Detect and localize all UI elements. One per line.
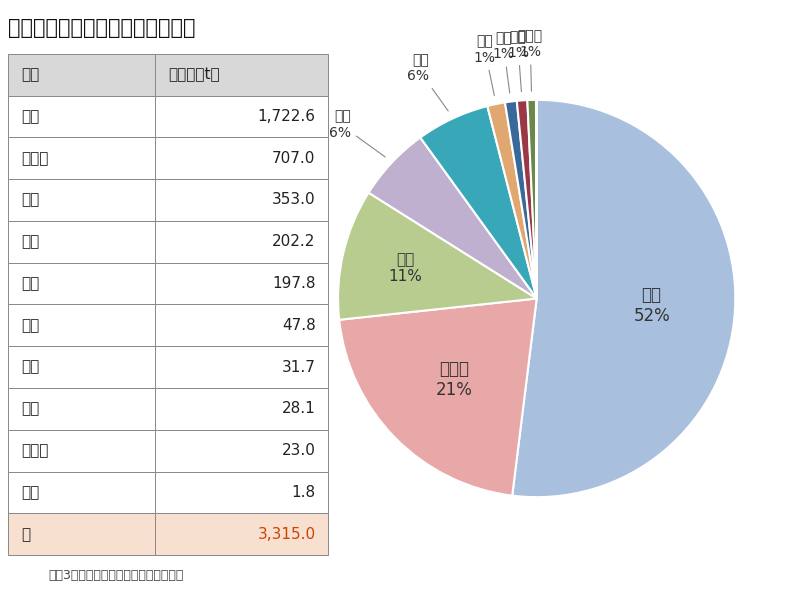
- Text: 31.7: 31.7: [282, 359, 316, 375]
- Text: 1.8: 1.8: [292, 485, 316, 500]
- Bar: [8, 388, 155, 430]
- Bar: [155, 221, 328, 263]
- Text: 大分: 大分: [21, 318, 39, 333]
- Text: 47.8: 47.8: [282, 318, 316, 333]
- Bar: [155, 472, 328, 513]
- Text: 大分
1%: 大分 1%: [473, 35, 496, 96]
- Text: 707.0: 707.0: [272, 150, 316, 166]
- Text: 産地: 産地: [21, 67, 39, 82]
- Wedge shape: [368, 137, 537, 298]
- Text: 静岡
6%: 静岡 6%: [407, 53, 449, 111]
- Bar: [155, 513, 328, 555]
- Text: 福岡: 福岡: [21, 401, 39, 417]
- Text: 熊本
11%: 熊本 11%: [388, 252, 422, 284]
- Bar: [8, 96, 155, 137]
- Wedge shape: [421, 106, 537, 298]
- Text: 福岡
1%: 福岡 1%: [507, 30, 529, 92]
- Text: 愛媛
6%: 愛媛 6%: [329, 109, 385, 157]
- Bar: [8, 472, 155, 513]
- Text: 計: 計: [21, 527, 30, 542]
- Bar: [8, 221, 155, 263]
- Bar: [155, 388, 328, 430]
- Bar: [155, 430, 328, 472]
- Wedge shape: [505, 101, 537, 298]
- Text: 和歌山: 和歌山: [21, 150, 48, 166]
- Wedge shape: [517, 100, 537, 298]
- Text: 香川: 香川: [21, 359, 39, 375]
- Text: 静岡: 静岡: [21, 276, 39, 291]
- Bar: [8, 513, 155, 555]
- Bar: [8, 263, 155, 304]
- Bar: [8, 430, 155, 472]
- Wedge shape: [512, 100, 735, 497]
- Bar: [155, 137, 328, 179]
- Text: 28.1: 28.1: [282, 401, 316, 417]
- Text: 香川
1%: 香川 1%: [493, 31, 514, 93]
- Wedge shape: [339, 298, 537, 496]
- Wedge shape: [338, 193, 537, 320]
- Bar: [8, 137, 155, 179]
- Text: 1,722.6: 1,722.6: [258, 109, 316, 124]
- Bar: [8, 179, 155, 221]
- Text: 鹿児峳: 鹿児峳: [21, 443, 48, 458]
- Bar: [8, 304, 155, 346]
- Text: 3,315.0: 3,315.0: [257, 527, 316, 542]
- Bar: [155, 179, 328, 221]
- Bar: [155, 346, 328, 388]
- Text: 広峳: 広峳: [21, 109, 39, 124]
- Text: 和歌山
21%: 和歌山 21%: [436, 360, 473, 399]
- Bar: [155, 96, 328, 137]
- Bar: [8, 54, 155, 96]
- Text: 令和3年産特産果樹生産動態等調査より: 令和3年産特産果樹生産動態等調査より: [48, 569, 183, 582]
- Text: 202.2: 202.2: [272, 234, 316, 250]
- Text: 熊本: 熊本: [21, 192, 39, 208]
- Text: 愛媛: 愛媛: [21, 234, 39, 250]
- Wedge shape: [487, 103, 537, 298]
- Text: ネーブルオレンジの産地と収穫量: ネーブルオレンジの産地と収穫量: [8, 18, 195, 38]
- Bar: [155, 304, 328, 346]
- Text: 197.8: 197.8: [272, 276, 316, 291]
- Text: 収穫量（t）: 収穫量（t）: [168, 67, 219, 82]
- Wedge shape: [527, 100, 537, 298]
- Text: 鹿児峳
1%: 鹿児峳 1%: [517, 29, 543, 91]
- Text: 広峳
52%: 広峳 52%: [634, 286, 670, 325]
- Bar: [155, 263, 328, 304]
- Text: 353.0: 353.0: [272, 192, 316, 208]
- Text: 佐賀: 佐賀: [21, 485, 39, 500]
- Text: 23.0: 23.0: [282, 443, 316, 458]
- Bar: [8, 346, 155, 388]
- Bar: [155, 54, 328, 96]
